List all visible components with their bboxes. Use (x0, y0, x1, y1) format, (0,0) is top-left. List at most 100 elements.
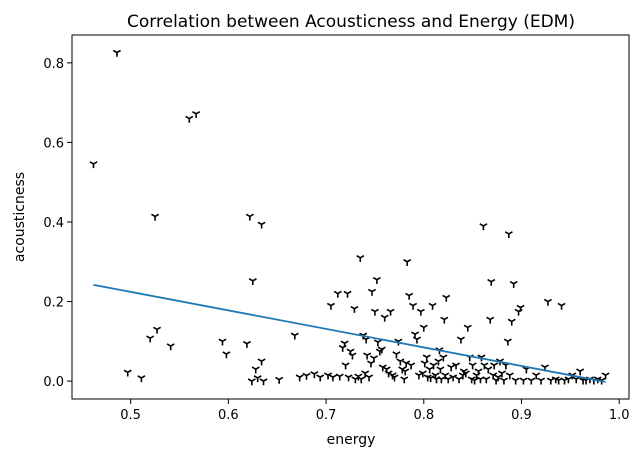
data-point (456, 336, 465, 344)
data-point (451, 362, 461, 370)
data-point (373, 339, 382, 347)
data-point (341, 362, 350, 370)
data-point (253, 375, 262, 383)
data-point (310, 371, 319, 379)
trend-line (93, 283, 606, 383)
data-point (449, 374, 458, 382)
y-tick-label: 0.2 (43, 296, 64, 311)
data-point (323, 372, 333, 380)
data-point (463, 324, 472, 332)
data-point (367, 288, 377, 296)
data-point (380, 314, 389, 322)
data-point (396, 358, 405, 366)
data-point (436, 366, 445, 374)
data-point (166, 343, 175, 351)
data-point (344, 374, 353, 382)
data-point (112, 49, 121, 57)
data-point (543, 298, 552, 306)
x-tick-label: 0.5 (120, 408, 141, 423)
data-point (505, 372, 514, 380)
data-point (537, 377, 546, 385)
data-point (328, 374, 337, 382)
data-point (546, 377, 555, 385)
data-point (409, 302, 418, 310)
data-point (295, 374, 304, 382)
data-point (403, 258, 412, 266)
data-point (414, 372, 423, 380)
data-point (356, 254, 365, 262)
data-point (257, 358, 266, 366)
data-point (185, 115, 194, 123)
data-point (340, 340, 349, 348)
data-point (487, 278, 496, 286)
data-point (444, 376, 453, 384)
data-point (412, 336, 421, 344)
data-point (218, 338, 227, 346)
data-point (416, 308, 425, 316)
data-point (499, 377, 508, 385)
data-point (357, 376, 366, 384)
data-point (333, 290, 342, 298)
y-axis: 0.0 0.2 0.4 0.6 0.8 (43, 57, 72, 390)
data-point (428, 302, 437, 310)
data-point (400, 376, 409, 384)
data-point (420, 360, 429, 368)
data-point (248, 278, 257, 286)
y-tick-label: 0.4 (43, 216, 64, 231)
data-point (257, 221, 266, 229)
data-point (245, 213, 254, 221)
data-point (442, 294, 451, 302)
data-point (326, 302, 335, 310)
data-point (343, 290, 352, 298)
data-point (474, 368, 483, 376)
data-point (519, 377, 528, 385)
plot-area (89, 49, 610, 386)
data-point (348, 352, 357, 360)
data-point (511, 377, 520, 385)
data-point (484, 366, 493, 374)
y-tick-label: 0.0 (43, 375, 64, 390)
data-point (480, 362, 489, 370)
data-point (482, 376, 491, 384)
data-point (426, 375, 435, 383)
data-point (440, 316, 449, 324)
data-point (350, 305, 359, 313)
data-point (362, 336, 371, 344)
data-point (507, 318, 516, 326)
data-point (275, 376, 284, 384)
data-point (557, 302, 566, 310)
data-point (365, 374, 374, 382)
data-point (504, 231, 513, 239)
x-tick-label: 0.8 (413, 408, 434, 423)
data-point (486, 316, 495, 324)
data-point (123, 369, 132, 377)
data-point (516, 304, 525, 312)
data-point (576, 368, 585, 376)
data-point (494, 374, 503, 382)
x-axis: 0.5 0.6 0.7 0.8 0.9 1.0 (120, 399, 630, 423)
data-point (407, 362, 416, 370)
plot-frame (71, 34, 630, 400)
data-point (479, 223, 488, 231)
data-point (429, 362, 438, 370)
data-point (363, 352, 372, 360)
data-point (392, 351, 401, 359)
data-point (461, 370, 470, 378)
data-point (601, 372, 610, 380)
data-point (151, 213, 160, 221)
data-point (437, 376, 446, 384)
data-point (564, 376, 573, 384)
y-axis-label: acousticness (12, 172, 28, 262)
data-point (152, 326, 162, 334)
data-point (137, 375, 146, 383)
data-point (386, 308, 395, 316)
data-point (192, 110, 201, 118)
data-point (316, 374, 325, 382)
x-axis-label: energy (327, 432, 376, 448)
data-point (369, 355, 378, 363)
y-tick-label: 0.6 (43, 136, 64, 151)
data-point (251, 366, 260, 374)
data-point (422, 354, 431, 362)
data-point (89, 161, 98, 169)
data-point (302, 372, 311, 380)
